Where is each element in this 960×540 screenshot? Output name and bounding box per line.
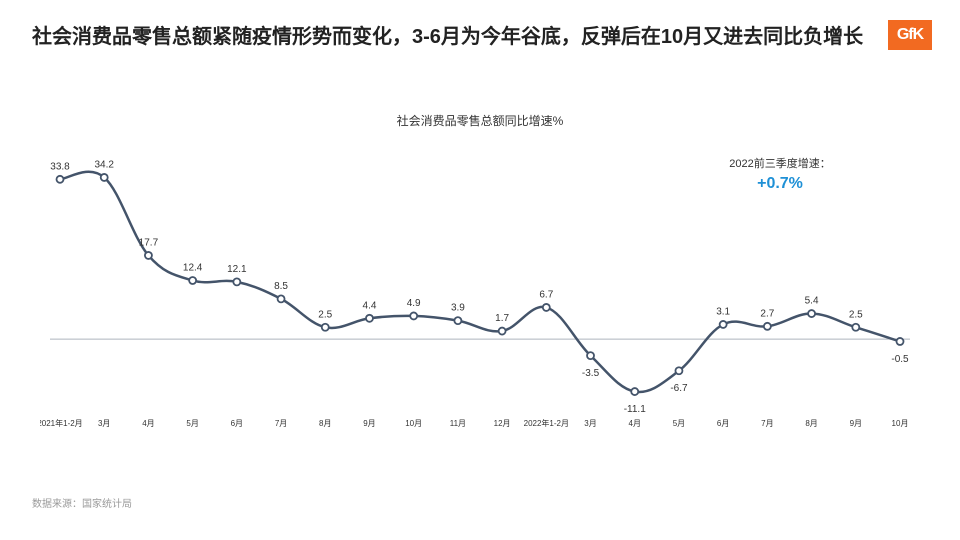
svg-text:6月: 6月 (717, 419, 729, 428)
svg-text:4月: 4月 (142, 419, 154, 428)
svg-text:12月: 12月 (494, 419, 511, 428)
svg-text:2.5: 2.5 (318, 309, 332, 320)
svg-text:9月: 9月 (363, 419, 375, 428)
svg-text:4月: 4月 (629, 419, 641, 428)
svg-text:8月: 8月 (805, 419, 817, 428)
svg-text:4.9: 4.9 (407, 298, 421, 309)
svg-text:34.2: 34.2 (94, 159, 114, 170)
svg-text:3月: 3月 (98, 419, 110, 428)
data-source: 数据来源：国家统计局 (32, 495, 132, 510)
svg-text:-11.1: -11.1 (624, 404, 646, 415)
svg-text:7月: 7月 (761, 419, 773, 428)
svg-text:-6.7: -6.7 (670, 383, 688, 394)
svg-text:6月: 6月 (231, 419, 243, 428)
svg-text:6.7: 6.7 (539, 289, 553, 300)
svg-text:4.4: 4.4 (363, 300, 377, 311)
svg-text:3月: 3月 (584, 419, 596, 428)
svg-text:-3.5: -3.5 (582, 368, 600, 379)
chart-title: 社会消费品零售总额同比增速% (0, 112, 960, 129)
svg-text:5月: 5月 (186, 419, 198, 428)
svg-text:12.4: 12.4 (183, 262, 203, 273)
svg-text:2022年1-2月: 2022年1-2月 (524, 418, 569, 428)
svg-text:10月: 10月 (892, 419, 909, 428)
page-title: 社会消费品零售总额紧随疫情形势而变化，3-6月为今年谷底，反弹后在10月又进去同… (32, 24, 870, 51)
gfk-logo: GfK (888, 20, 932, 50)
svg-text:2.7: 2.7 (760, 308, 774, 319)
svg-text:3.9: 3.9 (451, 303, 465, 314)
svg-text:8月: 8月 (319, 419, 331, 428)
svg-text:5.4: 5.4 (805, 296, 819, 307)
svg-text:12.1: 12.1 (227, 264, 247, 275)
svg-text:2.5: 2.5 (849, 309, 863, 320)
svg-text:2021年1-2月: 2021年1-2月 (40, 418, 83, 428)
svg-text:5月: 5月 (673, 419, 685, 428)
svg-text:11月: 11月 (450, 419, 466, 428)
svg-text:3.1: 3.1 (716, 306, 730, 317)
svg-text:33.8: 33.8 (50, 161, 70, 172)
svg-text:17.7: 17.7 (139, 237, 159, 248)
chart-svg: 33.8 2021年1-2月 34.2 3月 17.7 4月 12.4 5月 12.1 6月 8.5… (40, 140, 920, 450)
svg-text:-0.5: -0.5 (891, 354, 909, 365)
svg-text:8.5: 8.5 (274, 281, 288, 292)
line-chart: 33.8 2021年1-2月 34.2 3月 17.7 4月 12.4 5月 12.1 6月 8.5… (40, 140, 920, 450)
svg-text:10月: 10月 (405, 419, 422, 428)
slide: 社会消费品零售总额紧随疫情形势而变化，3-6月为今年谷底，反弹后在10月又进去同… (0, 0, 960, 540)
svg-text:9月: 9月 (850, 419, 862, 428)
svg-text:7月: 7月 (275, 419, 287, 428)
svg-text:1.7: 1.7 (495, 313, 509, 324)
